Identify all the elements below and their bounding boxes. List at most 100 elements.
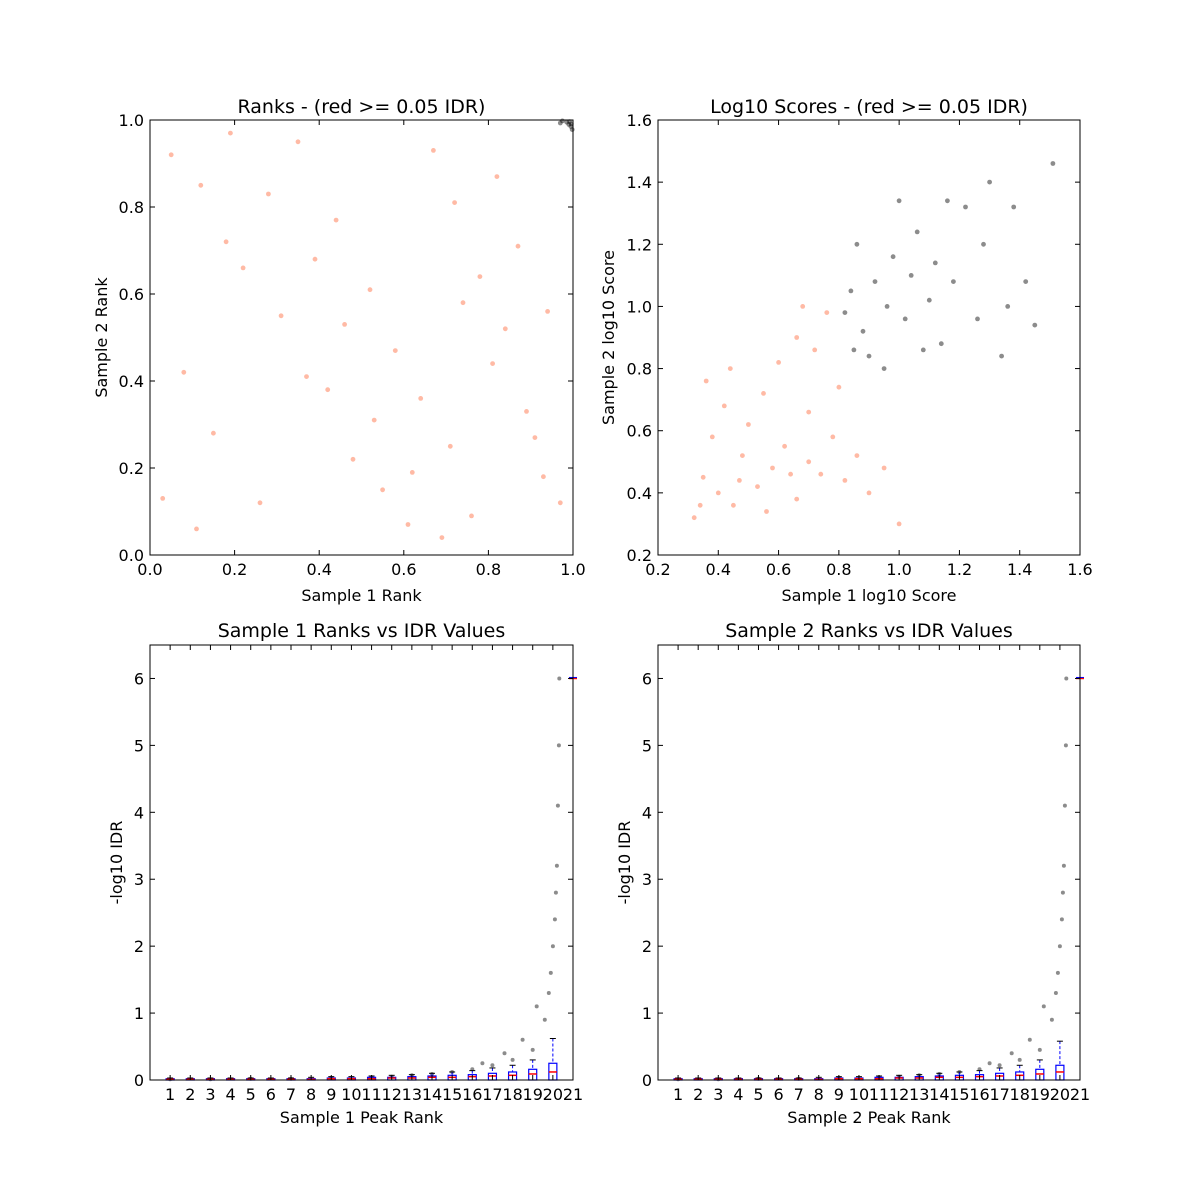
data-point xyxy=(380,487,385,493)
y-axis-label: Sample 2 log10 Score xyxy=(599,250,618,425)
x-tick-label: 0.4 xyxy=(306,560,331,579)
data-point xyxy=(842,478,848,483)
data-point xyxy=(866,490,872,496)
data-point xyxy=(480,1061,485,1066)
data-point xyxy=(515,243,521,249)
x-tick-label: 10 xyxy=(849,1085,869,1104)
x-tick-label: 12 xyxy=(889,1085,909,1104)
x-tick-label: 3 xyxy=(205,1085,215,1104)
x-tick-label: 0.6 xyxy=(766,560,791,579)
x-tick-label: 14 xyxy=(422,1085,442,1104)
data-point xyxy=(418,396,424,401)
data-point xyxy=(1009,1051,1014,1056)
x-tick-label: 0.0 xyxy=(137,560,162,579)
data-point xyxy=(999,353,1004,359)
data-point xyxy=(1060,890,1065,895)
data-point xyxy=(788,471,793,477)
x-tick-label: 1.2 xyxy=(947,560,972,579)
data-point xyxy=(548,970,553,975)
data-point xyxy=(1023,279,1029,284)
panel-sample2-idr: 1 2 3 4 5 6 7 8 9 10 11 12 13 14 15 16 17 18 19 20 210123456… xyxy=(615,620,1090,1127)
data-point xyxy=(1053,991,1058,995)
data-point xyxy=(938,341,944,347)
x-tick-label: 17 xyxy=(482,1085,502,1104)
y-tick-label: 6 xyxy=(642,669,652,688)
x-tick-label: 6 xyxy=(773,1085,783,1104)
data-point xyxy=(755,484,760,489)
data-point xyxy=(1050,161,1056,166)
data-point xyxy=(228,130,233,136)
data-point xyxy=(851,347,857,353)
data-point xyxy=(564,119,570,125)
data-point xyxy=(553,890,558,895)
data-point xyxy=(806,409,812,415)
data-point xyxy=(836,384,842,390)
data-point xyxy=(997,1063,1002,1068)
data-point xyxy=(908,273,914,278)
data-point xyxy=(447,443,453,449)
data-point xyxy=(1005,304,1011,309)
data-point xyxy=(510,1057,515,1062)
data-point xyxy=(975,316,980,322)
y-tick-label: 0.2 xyxy=(119,459,144,478)
data-point xyxy=(881,366,887,371)
panel-ranks: 0.0 0.2 0.4 0.6 0.8 1.0 0.0 0.2 0.4 0.6 0.8 1.0 Ran… xyxy=(92,96,586,605)
data-point xyxy=(367,287,373,293)
data-point xyxy=(304,374,309,379)
data-point xyxy=(1063,743,1068,748)
x-tick-label: 0.4 xyxy=(706,560,731,579)
x-tick-label: 20 xyxy=(1050,1085,1070,1104)
y-tick-label: 1.0 xyxy=(119,111,144,130)
data-point xyxy=(530,1047,535,1052)
x-tick-label: 19 xyxy=(523,1085,543,1104)
x-tick-label: 0.2 xyxy=(645,560,670,579)
data-point xyxy=(854,453,860,458)
data-point xyxy=(1017,1057,1022,1062)
data-point xyxy=(727,366,733,371)
x-tick-label: 17 xyxy=(989,1085,1009,1104)
x-tick-label: 7 xyxy=(286,1085,296,1104)
data-point xyxy=(333,217,339,223)
data-point xyxy=(550,944,555,949)
data-point xyxy=(794,335,800,340)
data-point xyxy=(896,198,902,204)
y-tick-label: 1 xyxy=(642,1004,652,1023)
x-axis-label: Sample 1 Rank xyxy=(301,586,422,605)
data-point xyxy=(731,502,736,508)
x-tick-label: 4 xyxy=(225,1085,235,1104)
y-tick-label: 0.0 xyxy=(119,546,144,565)
data-point xyxy=(945,198,950,204)
y-tick-label: 0.6 xyxy=(119,285,144,304)
data-point xyxy=(452,200,457,206)
data-point xyxy=(920,347,926,353)
x-tick-label: 21 xyxy=(1070,1085,1090,1104)
data-point xyxy=(981,241,986,247)
data-point xyxy=(703,378,709,384)
data-point xyxy=(552,917,557,922)
x-tick-label: 2 xyxy=(693,1085,703,1104)
x-tick-label: 5 xyxy=(753,1085,763,1104)
x-tick-label: 21 xyxy=(563,1085,583,1104)
data-point xyxy=(257,500,263,506)
x-tick-label: 13 xyxy=(402,1085,422,1104)
x-axis-label: Sample 2 Peak Rank xyxy=(787,1108,951,1127)
data-point xyxy=(1027,1037,1032,1042)
panel-title: Sample 2 Ranks vs IDR Values xyxy=(725,620,1013,642)
x-tick-label: 12 xyxy=(382,1085,402,1104)
data-point xyxy=(824,310,830,315)
x-tick-label: 8 xyxy=(306,1085,316,1104)
data-point xyxy=(1064,676,1069,681)
y-tick-label: 0 xyxy=(134,1071,144,1090)
panel-title: Sample 1 Ranks vs IDR Values xyxy=(218,620,506,642)
data-point xyxy=(709,434,715,440)
data-point xyxy=(542,1017,547,1022)
data-point xyxy=(240,265,246,271)
data-point xyxy=(697,502,703,508)
data-point xyxy=(881,465,887,471)
x-tick-label: 1.6 xyxy=(1067,560,1092,579)
x-tick-label: 18 xyxy=(502,1085,522,1104)
data-point xyxy=(160,496,166,501)
data-point xyxy=(181,369,187,375)
x-tick-label: 19 xyxy=(1030,1085,1050,1104)
data-point xyxy=(1011,204,1017,210)
